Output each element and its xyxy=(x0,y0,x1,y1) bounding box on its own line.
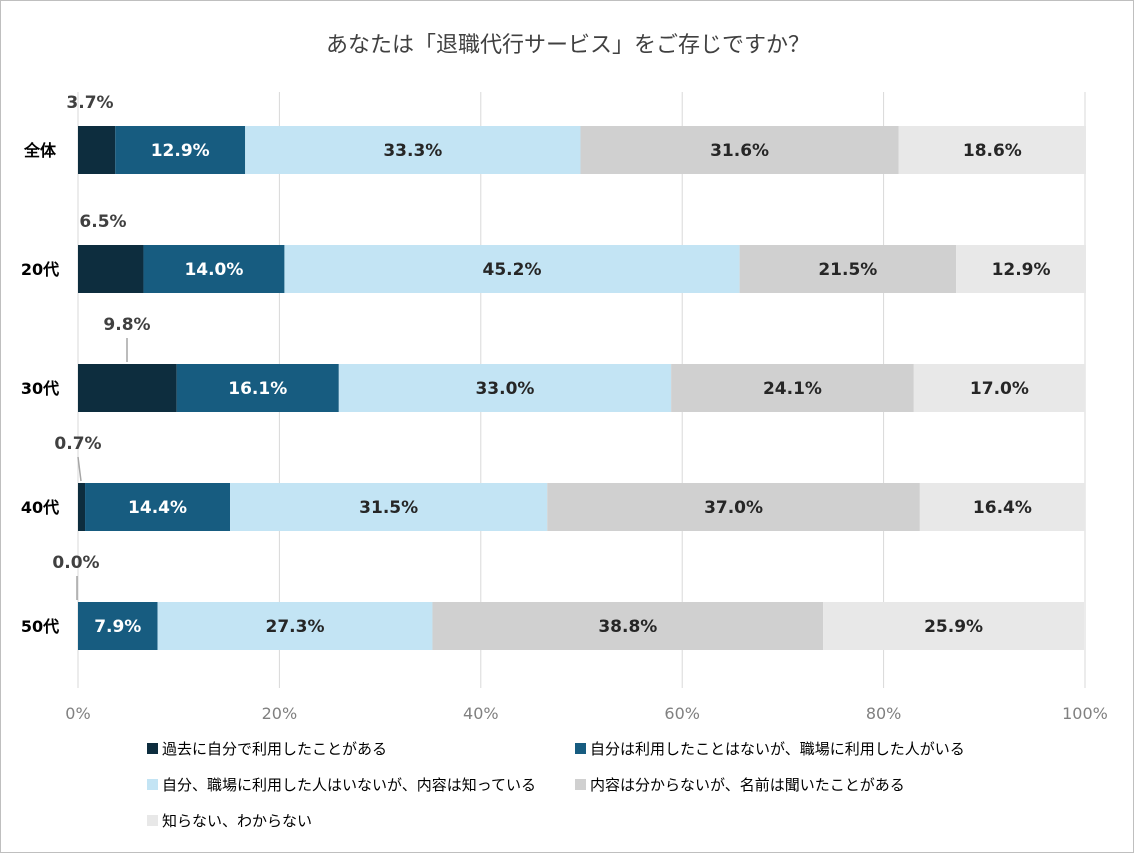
chart-title: あなたは「退職代行サービス」をご存じですか？ xyxy=(326,33,810,58)
bar-segment xyxy=(115,126,246,174)
bar-segment xyxy=(432,602,824,650)
bar-segment xyxy=(85,483,231,531)
data-label: 12.9% xyxy=(151,141,210,161)
legend-label: 過去に自分で利用したことがある xyxy=(162,740,387,758)
bar-segment xyxy=(284,245,740,293)
x-tick-label: 80% xyxy=(866,704,902,723)
data-label: 6.5% xyxy=(79,212,126,232)
x-tick-label: 60% xyxy=(664,704,700,723)
bar-segment xyxy=(230,483,548,531)
data-label: 37.0% xyxy=(704,498,763,518)
bar-segment xyxy=(78,483,86,531)
legend-swatch xyxy=(147,815,158,826)
data-label: 14.0% xyxy=(184,260,243,280)
category-labels: 全体 20代 30代 40代 50代 xyxy=(21,141,59,636)
bar-segment xyxy=(913,364,1085,412)
legend: 過去に自分で利用したことがある 自分は利用したことはないが、職場に利用した人がいる… xyxy=(147,740,965,830)
category-label: 50代 xyxy=(21,617,59,636)
bar-segment xyxy=(157,602,433,650)
x-axis-ticks: 0% 20% 40% 60% 80% 100% xyxy=(65,704,1108,723)
bars: 3.7% 12.9% 33.3% 31.6% 18.6% 6.5% 14.0% 45.2% 21… xyxy=(52,93,1087,650)
bar-segment xyxy=(739,245,957,293)
legend-swatch xyxy=(575,779,586,790)
category-label: 40代 xyxy=(21,498,59,517)
data-label: 27.3% xyxy=(266,617,325,637)
gridlines xyxy=(77,92,1086,688)
x-tick-label: 20% xyxy=(262,704,298,723)
data-label: 18.6% xyxy=(963,141,1022,161)
bar-segment xyxy=(919,483,1085,531)
bar-segment xyxy=(580,126,899,174)
bar-segment xyxy=(176,364,339,412)
bar-segment xyxy=(78,364,177,412)
data-label: 31.6% xyxy=(710,141,769,161)
data-label: 33.3% xyxy=(383,141,442,161)
data-label: 3.7% xyxy=(66,93,113,113)
data-label: 9.8% xyxy=(103,315,150,335)
data-label: 45.2% xyxy=(483,260,542,280)
data-label: 12.9% xyxy=(992,260,1051,280)
category-label: 30代 xyxy=(21,379,59,398)
data-label: 0.0% xyxy=(52,553,99,573)
bar-segment xyxy=(338,364,672,412)
data-label: 33.0% xyxy=(475,379,534,399)
x-tick-label: 100% xyxy=(1062,704,1108,723)
data-label: 16.4% xyxy=(973,498,1032,518)
bar-segment xyxy=(143,245,285,293)
bar-segment xyxy=(78,126,116,174)
data-label: 16.1% xyxy=(228,379,287,399)
data-label: 38.8% xyxy=(598,617,657,637)
bar-segment xyxy=(245,126,581,174)
legend-swatch xyxy=(147,743,158,754)
bar-segment xyxy=(78,245,144,293)
legend-swatch xyxy=(147,779,158,790)
data-label: 14.4% xyxy=(128,498,187,518)
legend-label: 内容は分からないが、名前は聞いたことがある xyxy=(590,776,905,794)
data-label: 21.5% xyxy=(818,260,877,280)
legend-label: 知らない、わからない xyxy=(162,812,312,830)
data-label: 31.5% xyxy=(359,498,418,518)
data-label: 0.7% xyxy=(54,434,101,454)
x-tick-label: 40% xyxy=(463,704,499,723)
legend-label: 自分は利用したことはないが、職場に利用した人がいる xyxy=(590,740,965,758)
bar-segment xyxy=(823,602,1084,650)
leader-line xyxy=(77,456,82,482)
data-label: 17.0% xyxy=(970,379,1029,399)
bar-segment xyxy=(547,483,920,531)
category-label: 全体 xyxy=(23,141,57,160)
data-label: 24.1% xyxy=(763,379,822,399)
bar-segment xyxy=(956,245,1087,293)
bar-segment xyxy=(78,602,158,650)
data-label: 25.9% xyxy=(924,617,983,637)
legend-label: 自分、職場に利用した人はいないが、内容は知っている xyxy=(162,776,536,794)
bar-segment xyxy=(898,126,1087,174)
legend-swatch xyxy=(575,743,586,754)
data-label: 7.9% xyxy=(94,617,141,637)
bar-segment xyxy=(671,364,914,412)
x-tick-label: 0% xyxy=(65,704,90,723)
category-label: 20代 xyxy=(21,260,59,279)
